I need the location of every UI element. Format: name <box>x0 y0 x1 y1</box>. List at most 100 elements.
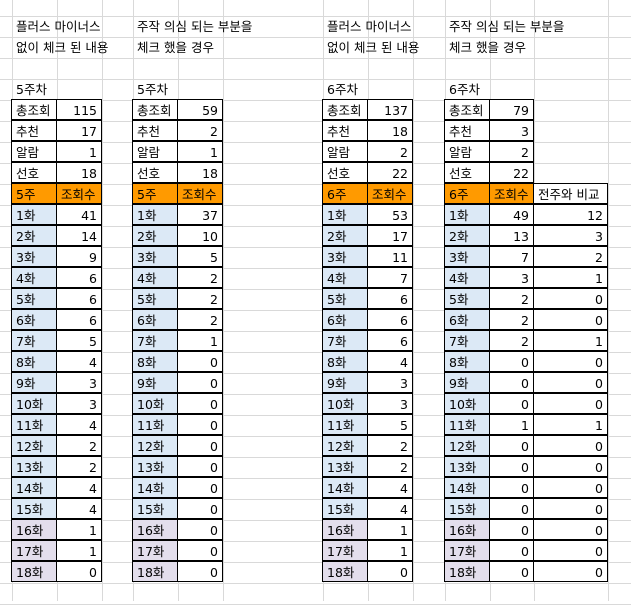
episode-label[interactable]: 6화 <box>444 309 490 330</box>
episode-views[interactable]: 1 <box>367 519 413 540</box>
stat-value[interactable]: 3 <box>489 120 534 141</box>
episode-views[interactable]: 3 <box>56 393 102 414</box>
episode-diff[interactable]: 0 <box>533 519 608 540</box>
stat-label[interactable]: 알람 <box>322 141 368 162</box>
episode-views[interactable]: 2 <box>489 330 534 351</box>
episode-label[interactable]: 17화 <box>322 540 368 561</box>
episode-label[interactable]: 1화 <box>11 204 57 225</box>
episode-label[interactable]: 7화 <box>132 330 178 351</box>
episode-views[interactable]: 0 <box>489 456 534 477</box>
stat-label[interactable]: 추천 <box>11 120 57 141</box>
stat-value[interactable]: 59 <box>177 99 223 120</box>
episode-label[interactable]: 2화 <box>11 225 57 246</box>
column-header[interactable]: 5주 <box>11 183 57 204</box>
episode-views[interactable]: 4 <box>56 351 102 372</box>
stat-label[interactable]: 총조회 <box>444 99 490 120</box>
episode-views[interactable]: 4 <box>367 477 413 498</box>
episode-views[interactable]: 41 <box>56 204 102 225</box>
episode-label[interactable]: 2화 <box>444 225 490 246</box>
episode-views[interactable]: 17 <box>367 225 413 246</box>
episode-label[interactable]: 3화 <box>322 246 368 267</box>
episode-views[interactable]: 5 <box>56 330 102 351</box>
episode-label[interactable]: 6화 <box>132 309 178 330</box>
week-label[interactable]: 5주차 <box>137 82 168 97</box>
episode-views[interactable]: 11 <box>367 246 413 267</box>
episode-label[interactable]: 11화 <box>11 414 57 435</box>
episode-views[interactable]: 0 <box>177 414 223 435</box>
episode-views[interactable]: 0 <box>177 351 223 372</box>
episode-label[interactable]: 14화 <box>11 477 57 498</box>
stat-label[interactable]: 선호 <box>322 162 368 183</box>
episode-diff[interactable]: 0 <box>533 477 608 498</box>
episode-diff[interactable]: 0 <box>533 309 608 330</box>
episode-label[interactable]: 11화 <box>322 414 368 435</box>
stat-value[interactable]: 22 <box>367 162 413 183</box>
stat-label[interactable]: 알람 <box>444 141 490 162</box>
column-header[interactable]: 조회수 <box>177 183 223 204</box>
block-title[interactable]: 플러스 마이너스 <box>16 19 101 34</box>
stat-value[interactable]: 115 <box>56 99 102 120</box>
episode-views[interactable]: 1 <box>56 519 102 540</box>
stat-value[interactable]: 1 <box>56 141 102 162</box>
episode-label[interactable]: 14화 <box>132 477 178 498</box>
episode-diff[interactable]: 0 <box>533 456 608 477</box>
episode-views[interactable]: 2 <box>56 456 102 477</box>
episode-label[interactable]: 18화 <box>132 561 178 582</box>
episode-views[interactable]: 6 <box>56 288 102 309</box>
episode-views[interactable]: 2 <box>177 267 223 288</box>
week-label[interactable]: 6주차 <box>327 82 358 97</box>
episode-views[interactable]: 0 <box>489 372 534 393</box>
episode-label[interactable]: 13화 <box>444 456 490 477</box>
episode-label[interactable]: 7화 <box>444 330 490 351</box>
episode-label[interactable]: 17화 <box>132 540 178 561</box>
episode-views[interactable]: 0 <box>177 393 223 414</box>
episode-label[interactable]: 7화 <box>322 330 368 351</box>
episode-label[interactable]: 11화 <box>132 414 178 435</box>
episode-diff[interactable]: 0 <box>533 540 608 561</box>
episode-label[interactable]: 16화 <box>11 519 57 540</box>
episode-views[interactable]: 49 <box>489 204 534 225</box>
episode-label[interactable]: 13화 <box>132 456 178 477</box>
episode-views[interactable]: 2 <box>56 435 102 456</box>
episode-label[interactable]: 3화 <box>132 246 178 267</box>
episode-views[interactable]: 0 <box>489 435 534 456</box>
episode-diff[interactable]: 2 <box>533 246 608 267</box>
episode-label[interactable]: 8화 <box>444 351 490 372</box>
episode-label[interactable]: 1화 <box>444 204 490 225</box>
episode-label[interactable]: 16화 <box>322 519 368 540</box>
stat-label[interactable]: 총조회 <box>132 99 178 120</box>
episode-views[interactable]: 1 <box>367 540 413 561</box>
episode-diff[interactable]: 0 <box>533 498 608 519</box>
episode-views[interactable]: 53 <box>367 204 413 225</box>
episode-views[interactable]: 0 <box>177 540 223 561</box>
stat-value[interactable]: 18 <box>177 162 223 183</box>
episode-label[interactable]: 16화 <box>444 519 490 540</box>
column-header[interactable]: 조회수 <box>56 183 102 204</box>
block-title[interactable]: 체크 했을 경우 <box>449 40 526 55</box>
episode-label[interactable]: 3화 <box>444 246 490 267</box>
episode-views[interactable]: 6 <box>367 309 413 330</box>
episode-views[interactable]: 2 <box>489 288 534 309</box>
episode-diff[interactable]: 12 <box>533 204 608 225</box>
episode-label[interactable]: 5화 <box>132 288 178 309</box>
episode-label[interactable]: 12화 <box>444 435 490 456</box>
episode-label[interactable]: 5화 <box>322 288 368 309</box>
stat-value[interactable]: 1 <box>177 141 223 162</box>
episode-label[interactable]: 8화 <box>322 351 368 372</box>
episode-label[interactable]: 18화 <box>322 561 368 582</box>
episode-views[interactable]: 2 <box>177 288 223 309</box>
episode-label[interactable]: 9화 <box>444 372 490 393</box>
episode-views[interactable]: 0 <box>489 498 534 519</box>
episode-views[interactable]: 0 <box>177 456 223 477</box>
episode-views[interactable]: 2 <box>489 309 534 330</box>
episode-diff[interactable]: 1 <box>533 330 608 351</box>
episode-views[interactable]: 0 <box>177 561 223 582</box>
episode-views[interactable]: 3 <box>367 393 413 414</box>
episode-label[interactable]: 10화 <box>132 393 178 414</box>
episode-views[interactable]: 0 <box>489 351 534 372</box>
episode-label[interactable]: 6화 <box>322 309 368 330</box>
episode-label[interactable]: 15화 <box>11 498 57 519</box>
episode-label[interactable]: 16화 <box>132 519 178 540</box>
episode-label[interactable]: 12화 <box>11 435 57 456</box>
stat-value[interactable]: 2 <box>177 120 223 141</box>
